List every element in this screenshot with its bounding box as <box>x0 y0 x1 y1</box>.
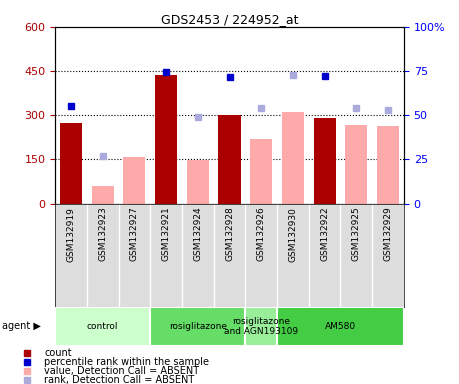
Bar <box>91 186 114 204</box>
Bar <box>150 307 246 346</box>
Bar <box>187 160 209 204</box>
Bar <box>123 157 146 204</box>
Bar <box>155 76 177 204</box>
Bar <box>246 307 277 346</box>
Text: GSM132926: GSM132926 <box>257 207 266 262</box>
Bar <box>282 112 304 204</box>
Text: GSM132928: GSM132928 <box>225 207 234 262</box>
Text: control: control <box>87 322 118 331</box>
Bar <box>55 307 150 346</box>
Text: percentile rank within the sample: percentile rank within the sample <box>45 357 209 367</box>
Text: GSM132929: GSM132929 <box>384 207 392 262</box>
Text: value, Detection Call = ABSENT: value, Detection Call = ABSENT <box>45 366 200 376</box>
Text: agent ▶: agent ▶ <box>2 321 41 331</box>
Text: rosiglitazone
and AGN193109: rosiglitazone and AGN193109 <box>224 317 298 336</box>
Bar <box>250 139 272 204</box>
Text: GSM132924: GSM132924 <box>193 207 202 261</box>
Title: GDS2453 / 224952_at: GDS2453 / 224952_at <box>161 13 298 26</box>
Text: GSM132923: GSM132923 <box>98 207 107 262</box>
Text: count: count <box>45 348 72 358</box>
Text: GSM132930: GSM132930 <box>288 207 297 262</box>
Text: GSM132925: GSM132925 <box>352 207 361 262</box>
Bar <box>345 125 368 204</box>
Bar <box>60 122 82 204</box>
Text: GSM132919: GSM132919 <box>67 207 75 262</box>
Bar <box>277 307 404 346</box>
Bar <box>218 115 241 204</box>
Text: AM580: AM580 <box>325 322 356 331</box>
Text: rosiglitazone: rosiglitazone <box>169 322 227 331</box>
Text: GSM132927: GSM132927 <box>130 207 139 262</box>
Text: GSM132922: GSM132922 <box>320 207 329 261</box>
Bar <box>377 126 399 204</box>
Text: GSM132921: GSM132921 <box>162 207 171 262</box>
Text: rank, Detection Call = ABSENT: rank, Detection Call = ABSENT <box>45 375 195 384</box>
Bar <box>313 118 336 204</box>
